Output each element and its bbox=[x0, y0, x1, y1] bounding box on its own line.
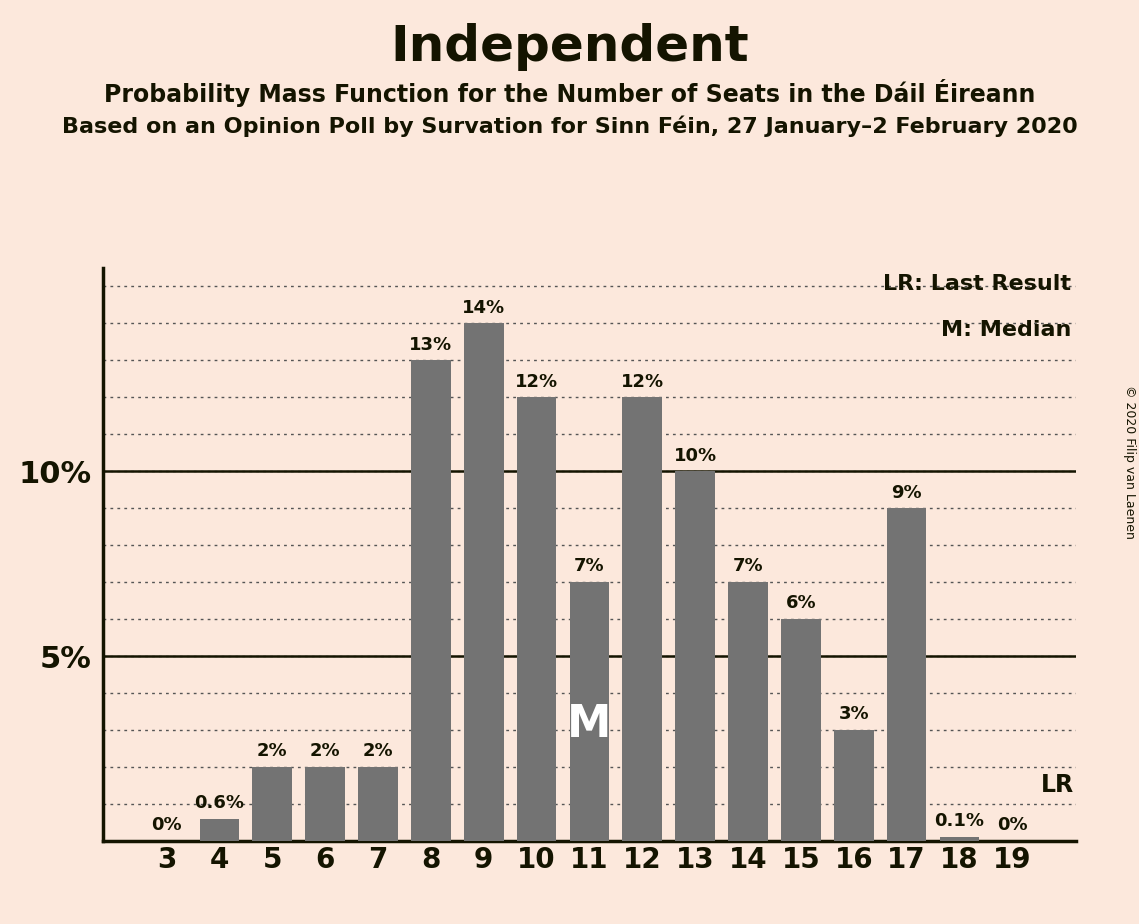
Text: M: M bbox=[567, 703, 612, 746]
Text: M: Median: M: Median bbox=[941, 320, 1072, 339]
Bar bbox=[253, 767, 292, 841]
Bar bbox=[887, 508, 926, 841]
Text: LR: Last Result: LR: Last Result bbox=[884, 274, 1072, 294]
Bar bbox=[623, 397, 662, 841]
Text: 14%: 14% bbox=[462, 298, 506, 317]
Bar bbox=[199, 819, 239, 841]
Text: 13%: 13% bbox=[409, 335, 452, 354]
Text: 2%: 2% bbox=[362, 742, 393, 760]
Text: © 2020 Filip van Laenen: © 2020 Filip van Laenen bbox=[1123, 385, 1136, 539]
Bar bbox=[675, 471, 715, 841]
Bar bbox=[781, 619, 821, 841]
Text: 7%: 7% bbox=[574, 557, 605, 576]
Text: 7%: 7% bbox=[732, 557, 763, 576]
Text: 12%: 12% bbox=[515, 372, 558, 391]
Text: Independent: Independent bbox=[391, 23, 748, 71]
Text: 0%: 0% bbox=[151, 816, 182, 834]
Text: Probability Mass Function for the Number of Seats in the Dáil Éireann: Probability Mass Function for the Number… bbox=[104, 79, 1035, 106]
Bar bbox=[358, 767, 398, 841]
Text: 12%: 12% bbox=[621, 372, 664, 391]
Text: Based on an Opinion Poll by Survation for Sinn Féin, 27 January–2 February 2020: Based on an Opinion Poll by Survation fo… bbox=[62, 116, 1077, 137]
Bar bbox=[464, 323, 503, 841]
Text: LR: LR bbox=[1041, 773, 1074, 797]
Bar bbox=[940, 837, 980, 841]
Text: 0.6%: 0.6% bbox=[195, 794, 245, 812]
Text: 10%: 10% bbox=[673, 446, 716, 465]
Bar bbox=[834, 730, 874, 841]
Text: 9%: 9% bbox=[891, 483, 921, 502]
Bar bbox=[570, 582, 609, 841]
Bar bbox=[411, 360, 451, 841]
Bar bbox=[305, 767, 345, 841]
Text: 6%: 6% bbox=[786, 594, 817, 613]
Text: 2%: 2% bbox=[257, 742, 288, 760]
Text: 3%: 3% bbox=[838, 705, 869, 723]
Text: 0.1%: 0.1% bbox=[934, 812, 984, 831]
Text: 0%: 0% bbox=[997, 816, 1027, 834]
Bar bbox=[517, 397, 556, 841]
Text: 2%: 2% bbox=[310, 742, 341, 760]
Bar bbox=[728, 582, 768, 841]
